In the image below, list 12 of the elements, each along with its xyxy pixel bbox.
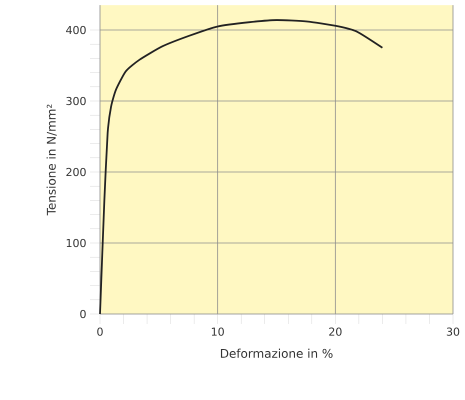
x-axis-title: Deformazione in % <box>220 348 333 358</box>
y-axis-title: Tensione in N/mm² <box>46 104 57 216</box>
x-tick-label: 30 <box>446 328 460 336</box>
y-tick-label: 400 <box>66 26 86 34</box>
x-tick-label: 10 <box>212 328 224 336</box>
y-tick-label: 100 <box>66 238 86 248</box>
y-tick-label: 300 <box>66 96 86 106</box>
x-tick-label: 0 <box>97 328 103 336</box>
y-tick-label: 0 <box>80 310 86 318</box>
x-tick-label: 20 <box>329 328 342 336</box>
y-tick-label: 200 <box>66 168 86 176</box>
line-series <box>99 19 384 315</box>
